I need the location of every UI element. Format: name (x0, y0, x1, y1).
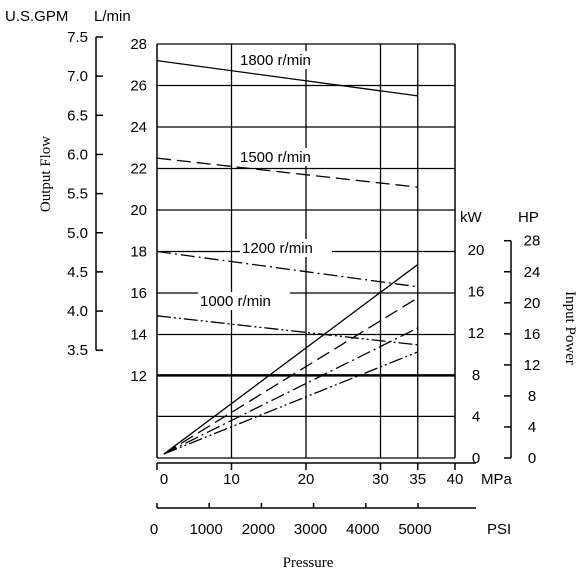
grid (95, 36, 512, 509)
hp-tick-label: 4 (528, 419, 536, 436)
psi-tick-label: 3000 (294, 521, 327, 538)
kw-tick-label: 0 (472, 450, 480, 467)
kw-unit-label: kW (460, 209, 483, 226)
speed-label: 1500 r/min (240, 149, 311, 166)
pressure-label: Pressure (283, 555, 334, 571)
psi-unit-label: PSI (487, 521, 511, 538)
speed-label-backing (238, 148, 330, 166)
lmin-tick-label: 16 (130, 285, 147, 302)
hp-tick-label: 0 (528, 450, 536, 467)
mpa-tick-label: 40 (447, 471, 464, 488)
kw-tick-label: 12 (468, 325, 485, 342)
gpm-tick-label: 4.5 (67, 264, 88, 281)
input-power-label: Input Power (562, 291, 578, 365)
lmin-tick-label: 28 (130, 36, 147, 53)
psi-tick-label: 4000 (346, 521, 379, 538)
speed-label: 1000 r/min (200, 293, 271, 310)
labels: U.S.GPM L/min Output Flow kW HP Input Po… (5, 8, 578, 571)
gpm-tick-label: 3.5 (67, 342, 88, 359)
lmin-tick-label: 26 (130, 78, 147, 95)
lmin-tick-label: 12 (130, 368, 147, 385)
kw-tick-label: 4 (472, 408, 480, 425)
lmin-tick-label: 20 (130, 202, 147, 219)
psi-tick-label: 5000 (398, 521, 431, 538)
mpa-tick-label: 35 (409, 471, 426, 488)
curves (156, 59, 419, 455)
flow-curve (156, 59, 418, 97)
hp-tick-label: 12 (524, 357, 541, 374)
gpm-tick-label: 4.0 (67, 303, 88, 320)
hp-tick-label: 24 (524, 264, 541, 281)
psi-tick-label: 2000 (242, 521, 275, 538)
speed-label-backing (238, 51, 330, 69)
hp-tick-label: 28 (524, 233, 541, 250)
kw-tick-label: 16 (468, 284, 485, 301)
speed-label: 1800 r/min (240, 52, 311, 69)
lmin-tick-label: 24 (130, 119, 147, 136)
kw-tick-label: 8 (472, 367, 480, 384)
gpm-tick-label: 7.5 (67, 29, 88, 46)
mpa-tick-label: 30 (372, 471, 389, 488)
flow-curve (156, 315, 418, 346)
hp-tick-label: 16 (524, 326, 541, 343)
speed-label-backing (240, 239, 332, 257)
gpm-tick-label: 6.5 (67, 107, 88, 124)
lmin-tick-label: 14 (130, 327, 147, 344)
gpm-unit-label: U.S.GPM (5, 8, 68, 25)
power-curve (163, 327, 419, 455)
hp-unit-label: HP (518, 209, 539, 226)
gpm-tick-label: 5.0 (67, 225, 88, 242)
mpa-tick-label: 10 (223, 471, 240, 488)
lmin-tick-label: 22 (130, 161, 147, 178)
flow-curve (156, 250, 418, 288)
power-curve (163, 264, 419, 455)
mpa-unit-label: MPa (481, 471, 513, 488)
hp-tick-label: 20 (524, 295, 541, 312)
speed-label-backing (198, 292, 290, 310)
psi-tick-label: 0 (150, 521, 158, 538)
gpm-tick-label: 5.5 (67, 186, 88, 203)
power-curve (163, 297, 419, 455)
lmin-tick-label: 18 (130, 244, 147, 261)
power-curve (163, 351, 418, 455)
flow-curve (156, 157, 418, 188)
psi-tick-label: 1000 (190, 521, 223, 538)
kw-tick-label: 20 (468, 242, 485, 259)
output-flow-label: Output Flow (38, 136, 54, 212)
gpm-tick-label: 6.0 (67, 146, 88, 163)
mpa-tick-label: 20 (298, 471, 315, 488)
gpm-tick-label: 7.0 (67, 68, 88, 85)
mpa-tick-label: 0 (160, 471, 168, 488)
speed-label: 1200 r/min (242, 240, 313, 257)
lmin-unit-label: L/min (94, 8, 131, 25)
hp-tick-label: 8 (528, 388, 536, 405)
